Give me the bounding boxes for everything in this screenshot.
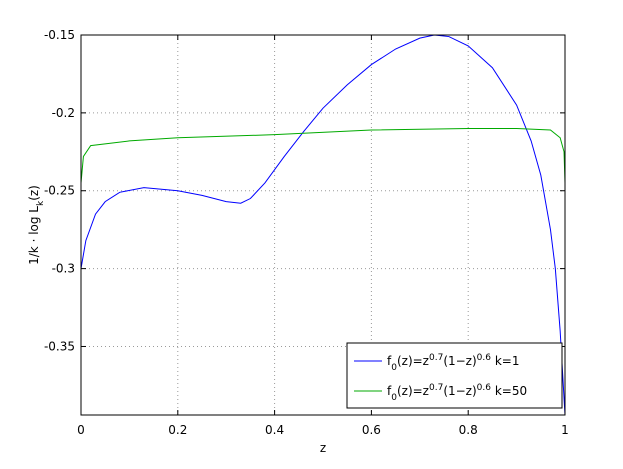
legend [346,342,563,409]
y-tick-label: -0.3 [52,262,75,276]
y-tick-label: -0.35 [44,339,75,353]
line [80,127,566,183]
legend-label: f0(z)=z0.7(1−z)0.6 k=50 [387,383,527,403]
x-tick-label: 0.6 [362,423,381,437]
y-tick-label: -0.2 [52,106,75,120]
x-tick-label: 0.8 [459,423,478,437]
y-tick-label: -0.25 [44,184,75,198]
x-tick-label: 1 [561,423,569,437]
x-tick-label: 0.4 [265,423,284,437]
y-axis-label: 1/k · log Lk(z) [27,185,46,265]
legend-label: f0(z)=z0.7(1−z)0.6 k=1 [387,353,519,373]
x-tick-label: 0.2 [168,423,187,437]
line [80,34,566,416]
y-tick-label: -0.15 [44,28,75,42]
plot-frame [80,34,566,416]
x-axis-label: z [320,441,326,455]
x-tick-label: 0 [77,423,85,437]
